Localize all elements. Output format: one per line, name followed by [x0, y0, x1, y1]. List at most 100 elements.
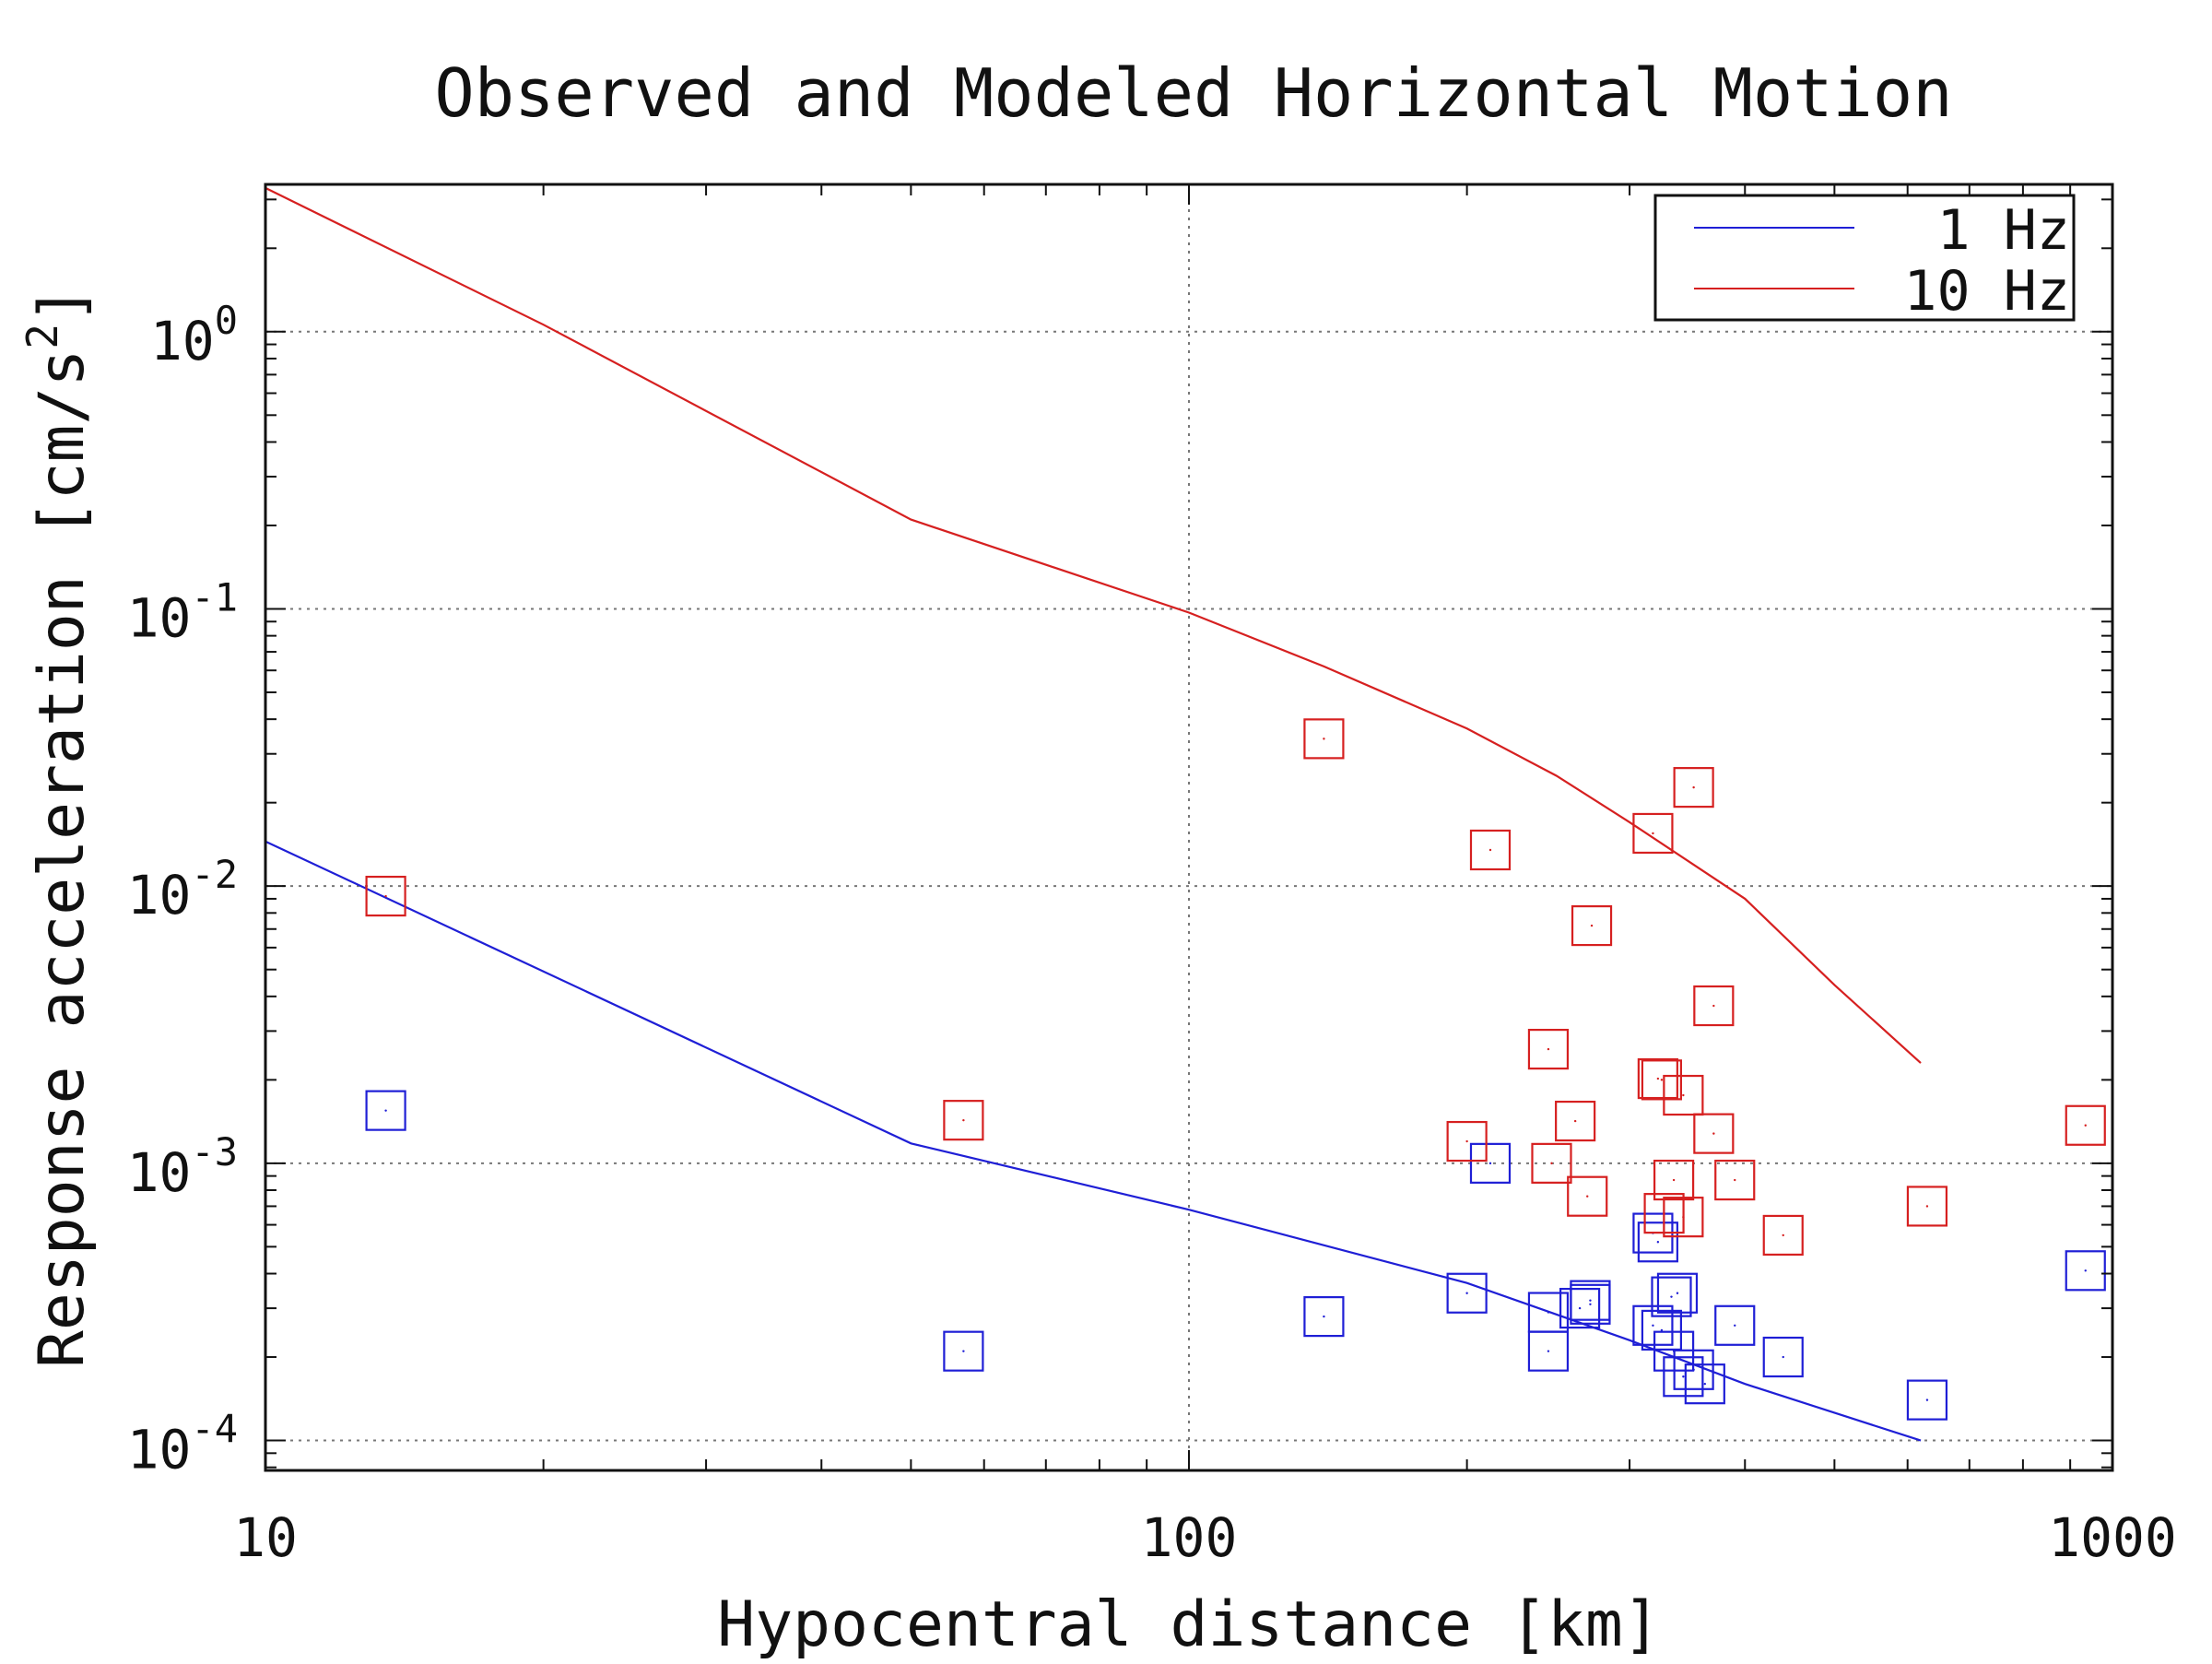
- data-point-center-1hz: [962, 1350, 965, 1352]
- data-point-center-1hz: [1676, 1292, 1679, 1294]
- data-point-center-10hz: [1712, 1004, 1715, 1008]
- data-point-10hz: [2065, 1104, 2106, 1146]
- y-tick-label-exponent: -4: [191, 1407, 238, 1452]
- data-point-center-1hz: [384, 1109, 387, 1112]
- y-tick-label-base: 10: [127, 1141, 192, 1204]
- data-point-center-10hz: [1682, 1215, 1685, 1219]
- data-point-center-1hz: [1547, 1350, 1550, 1352]
- data-point-center-10hz: [1656, 1077, 1660, 1080]
- data-point-center-1hz: [2084, 1269, 2087, 1272]
- data-point-1hz: [1637, 1221, 1678, 1263]
- data-point-center-1hz: [1670, 1295, 1673, 1298]
- data-point-1hz: [365, 1090, 406, 1131]
- data-point-10hz: [1663, 1074, 1704, 1116]
- data-point-center-1hz: [1734, 1324, 1736, 1327]
- data-point-center-10hz: [1782, 1233, 1784, 1237]
- y-tick-label-base: 10: [127, 864, 192, 926]
- data-point-1hz: [1303, 1295, 1345, 1338]
- data-point-10hz: [1653, 1159, 1695, 1201]
- data-point-10hz: [1714, 1159, 1756, 1201]
- data-point-center-10hz: [1925, 1205, 1929, 1208]
- data-point-center-10hz: [1660, 1079, 1664, 1081]
- x-tick-label: 10: [233, 1506, 298, 1569]
- data-point-center-1hz: [1660, 1328, 1664, 1332]
- model-line-1hz: [265, 840, 1922, 1442]
- data-point-center-10hz: [1488, 848, 1492, 852]
- series-layer: [265, 186, 2106, 1442]
- data-point-10hz: [1641, 1059, 1683, 1101]
- y-tick-label: 100: [150, 298, 238, 372]
- series-1hz: [265, 840, 2106, 1442]
- data-point-center-1hz: [1682, 1375, 1685, 1378]
- data-point-1hz: [1559, 1287, 1601, 1329]
- y-axis-label-sup: 2: [18, 324, 67, 349]
- data-point-1hz: [1663, 1356, 1704, 1398]
- y-axis-label-close: ]: [26, 286, 99, 324]
- data-point-center-1hz: [1656, 1241, 1660, 1244]
- y-tick-label: 10-2: [127, 852, 238, 926]
- model-line-10hz: [265, 186, 1922, 1064]
- legend-box: [1653, 194, 2076, 322]
- data-point-10hz: [943, 1100, 984, 1141]
- data-point-center-10hz: [1550, 1162, 1553, 1165]
- data-point-center-10hz: [1692, 785, 1695, 789]
- y-tick-label-base: 10: [150, 310, 215, 372]
- data-point-center-10hz: [1573, 1119, 1577, 1123]
- plot-frame: [264, 183, 2114, 1472]
- data-point-center-1hz: [1589, 1303, 1592, 1306]
- data-point-center-1hz: [1692, 1368, 1695, 1371]
- data-point-1hz: [1469, 1142, 1512, 1184]
- data-point-10hz: [365, 875, 406, 917]
- grid-lines: [265, 184, 2112, 1470]
- data-point-10hz: [1693, 1113, 1735, 1154]
- x-tick-label: 100: [1141, 1506, 1238, 1569]
- chart-title: Observed and Modeled Horizontal Motion: [434, 54, 1952, 132]
- y-tick-label-exponent: 0: [215, 298, 238, 343]
- y-tick-label: 10-1: [127, 574, 238, 649]
- data-point-1hz: [1906, 1379, 1948, 1421]
- data-point-10hz: [1906, 1186, 1948, 1227]
- data-point-center-1hz: [1488, 1162, 1492, 1165]
- x-axis-label: Hypocentral distance [km]: [717, 1588, 1661, 1659]
- legend-label-1hz: 1 Hz: [1937, 198, 2071, 263]
- y-axis-label: Response acceleration [cm/s2]: [18, 286, 99, 1368]
- data-point-center-1hz: [1589, 1299, 1592, 1302]
- data-point-1hz: [1570, 1283, 1611, 1325]
- x-tick-label: 1000: [2048, 1506, 2177, 1569]
- data-point-1hz: [1673, 1349, 1714, 1390]
- y-tick-label: 10-3: [127, 1129, 238, 1204]
- data-point-1hz: [943, 1330, 984, 1372]
- data-point-10hz: [1762, 1214, 1804, 1257]
- data-point-10hz: [1637, 1057, 1678, 1100]
- data-point-center-10hz: [1682, 1093, 1685, 1097]
- data-point-10hz: [1673, 767, 1714, 808]
- data-point-1hz: [1527, 1330, 1570, 1372]
- data-point-center-10hz: [962, 1118, 965, 1122]
- data-point-center-10hz: [1712, 1132, 1715, 1135]
- data-point-1hz: [1651, 1276, 1692, 1317]
- data-point-1hz: [2065, 1250, 2106, 1292]
- data-point-10hz: [1303, 718, 1345, 760]
- data-point-center-10hz: [1652, 832, 1654, 835]
- y-axis-label-main: Response acceleration [cm/s: [26, 349, 99, 1368]
- data-point-10hz: [1527, 1028, 1570, 1070]
- y-tick-label-exponent: -2: [191, 852, 238, 897]
- data-point-10hz: [1663, 1197, 1704, 1238]
- y-tick-label-exponent: -1: [191, 574, 238, 620]
- data-point-10hz: [1693, 985, 1735, 1027]
- data-point-center-1hz: [1465, 1292, 1468, 1294]
- data-point-center-1hz: [1578, 1306, 1582, 1310]
- data-point-center-1hz: [1547, 1311, 1550, 1314]
- data-point-center-10hz: [1734, 1178, 1736, 1182]
- data-point-10hz: [1446, 1120, 1488, 1162]
- data-point-center-1hz: [1323, 1315, 1325, 1318]
- y-tick-label-base: 10: [127, 1419, 192, 1481]
- series-10hz: [265, 186, 2106, 1257]
- data-point-10hz: [1469, 829, 1512, 871]
- data-point-1hz: [1684, 1363, 1725, 1405]
- data-point-10hz: [1567, 1175, 1608, 1217]
- data-point-center-1hz: [1703, 1382, 1707, 1386]
